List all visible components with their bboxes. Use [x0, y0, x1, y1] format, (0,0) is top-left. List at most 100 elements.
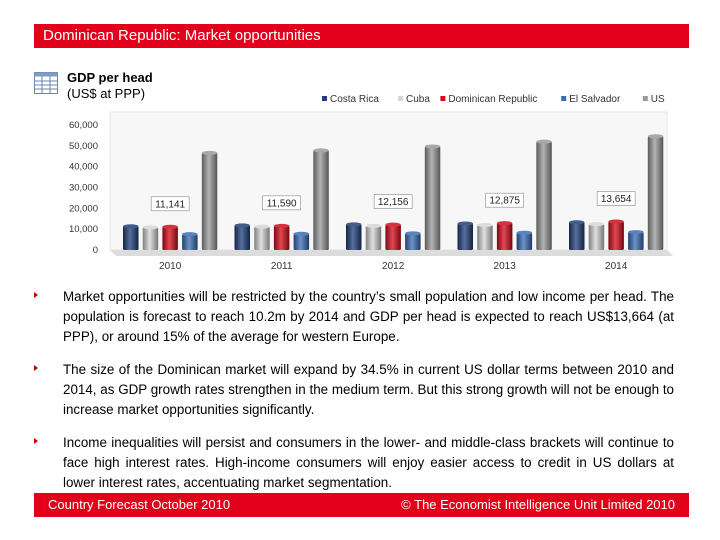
y-tick-label: 50,000	[69, 141, 98, 152]
data-label: 13,654	[601, 194, 632, 205]
y-tick-label: 40,000	[69, 162, 98, 173]
data-label-box	[596, 191, 636, 206]
legend-label: US	[651, 94, 665, 105]
legend-label: Dominican Republic	[448, 94, 537, 105]
legend-swatch	[322, 96, 327, 101]
bar-dominican-republic	[385, 224, 401, 250]
bar-cuba	[588, 224, 605, 250]
data-label-box	[373, 194, 413, 209]
bullet-text: Market opportunities will be restricted …	[63, 289, 674, 344]
footer-source: Country Forecast October 2010	[48, 497, 231, 512]
chart-title: GDP per head	[67, 70, 153, 85]
data-label: 11,141	[155, 199, 185, 210]
bar-el-salvador	[293, 233, 310, 250]
legend-label: Cuba	[406, 94, 430, 105]
bar-top	[477, 223, 493, 227]
chart-heading: GDP per head (US$ at PPP)	[67, 70, 153, 102]
bar-top	[254, 224, 270, 229]
bar-top	[142, 225, 159, 230]
footer-copyright: © The Economist Intelligence Unit Limite…	[401, 497, 675, 512]
chart-subtitle: (US$ at PPP)	[67, 86, 146, 101]
legend-swatch	[440, 96, 446, 101]
bullet-item: Market opportunities will be restricted …	[34, 287, 674, 347]
bar-top	[424, 144, 441, 149]
footer-bar: Country Forecast October 2010 © The Econ…	[34, 493, 689, 517]
bar-top	[346, 222, 362, 227]
bullet-list: Market opportunities will be restricted …	[34, 287, 674, 506]
bar-dominican-republic	[496, 223, 513, 250]
y-tick-label: 30,000	[69, 183, 98, 194]
bar-us	[536, 141, 552, 250]
data-label-box	[485, 192, 524, 208]
legend-label: Costa Rica	[330, 94, 379, 105]
legend-label: El Salvador	[569, 94, 621, 105]
bar-el-salvador	[405, 233, 421, 250]
bullet-text: The size of the Dominican market will ex…	[63, 362, 674, 417]
bar-top	[313, 148, 329, 153]
x-tick-label: 2014	[605, 261, 628, 272]
bar-costa-rica	[234, 225, 250, 250]
bullet-item: The size of the Dominican market will ex…	[34, 360, 674, 420]
bar-top	[457, 221, 473, 226]
bar-top	[496, 221, 513, 226]
bullet-marker-icon	[34, 292, 38, 298]
bar-top	[365, 223, 382, 228]
bar-top	[588, 222, 605, 227]
x-tick-label: 2013	[494, 261, 517, 272]
bar-top	[405, 231, 421, 236]
data-label: 12,875	[489, 196, 520, 207]
bar-us	[647, 136, 664, 250]
slide-title-bar: Dominican Republic: Market opportunities	[34, 24, 689, 48]
x-tick-label: 2011	[271, 261, 293, 272]
slide-title: Dominican Republic: Market opportunities	[43, 27, 321, 44]
bar-top	[182, 232, 198, 237]
y-tick-label: 60,000	[69, 120, 98, 131]
bar-top	[516, 230, 533, 235]
bar-us	[313, 150, 329, 250]
bar-top	[536, 139, 552, 144]
bullet-text: Income inequalities will persist and con…	[63, 435, 674, 490]
bullet-marker-icon	[34, 365, 38, 371]
bar-top	[293, 231, 310, 236]
data-label-box	[262, 195, 301, 211]
gdp-per-head-chart: Costa Rica Cuba Dominican Republic El Salva…	[69, 94, 673, 272]
bar-costa-rica	[569, 222, 585, 250]
table-icon	[34, 72, 58, 94]
bullet-marker-icon	[34, 438, 38, 444]
bar-top	[647, 134, 664, 139]
x-tick-label: 2012	[382, 261, 405, 272]
bar-top	[569, 220, 585, 225]
bar-dominican-republic	[162, 226, 178, 250]
x-tick-label: 2010	[159, 261, 182, 272]
bar-top	[608, 219, 624, 224]
bar-cuba	[142, 227, 159, 250]
legend-swatch	[561, 96, 567, 101]
bar-el-salvador	[628, 232, 644, 250]
bar-us	[424, 146, 441, 250]
data-label-box	[150, 196, 190, 212]
y-tick-label: 0	[93, 245, 98, 256]
bar-top	[123, 224, 139, 229]
bar-us	[201, 152, 218, 250]
legend-swatch	[642, 96, 648, 101]
bar-dominican-republic	[273, 225, 290, 250]
bar-dominican-republic	[608, 221, 624, 250]
bar-top	[234, 223, 250, 228]
bar-costa-rica	[346, 224, 362, 250]
bar-el-salvador	[182, 234, 198, 250]
bar-costa-rica	[457, 223, 473, 250]
bar-el-salvador	[516, 232, 533, 250]
bar-top	[162, 224, 178, 229]
bar-cuba	[477, 225, 493, 250]
chart-floor	[110, 250, 673, 256]
bar-top	[201, 150, 218, 155]
bar-top	[628, 230, 644, 235]
bar-top	[385, 222, 401, 227]
y-tick-label: 10,000	[69, 224, 98, 235]
y-tick-label: 20,000	[69, 203, 98, 214]
bar-cuba	[365, 225, 382, 250]
bar-costa-rica	[123, 226, 139, 250]
bar-cuba	[254, 226, 270, 250]
legend-swatch	[398, 96, 403, 101]
data-label: 11,590	[267, 198, 297, 209]
